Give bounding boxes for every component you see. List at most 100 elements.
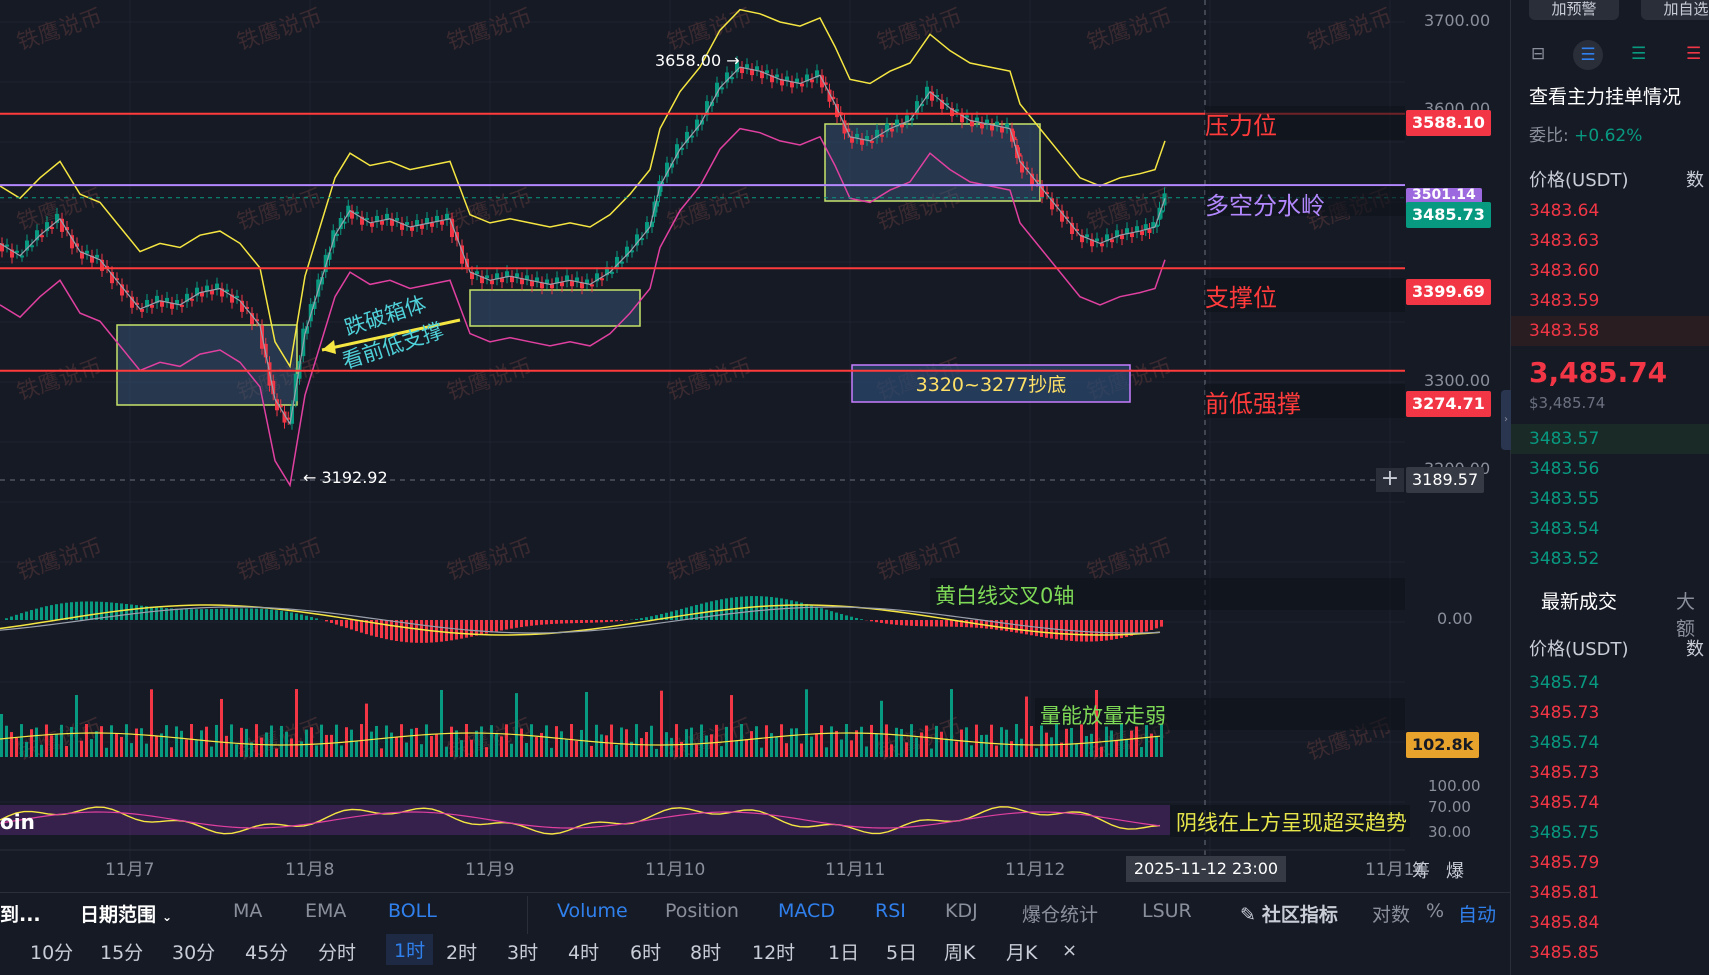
trade-row: 3485.73 xyxy=(1529,703,1600,723)
indicator-position[interactable]: Position xyxy=(665,900,739,922)
log-scale-toggle[interactable]: 对数 xyxy=(1372,904,1411,926)
x-tick-label: 11月10 xyxy=(645,860,705,880)
candle-body xyxy=(880,134,884,137)
bid-row[interactable]: 3483.57 xyxy=(1511,424,1709,454)
timeframe-2[interactable]: 30分 xyxy=(172,942,216,964)
macd-histogram-bar xyxy=(285,611,288,620)
volume-bar xyxy=(730,695,733,757)
timeframe-11[interactable]: 12时 xyxy=(752,942,796,964)
orderbook-both-icon[interactable]: ⊟ xyxy=(1531,44,1546,64)
timeframe-14[interactable]: 周K xyxy=(944,942,976,964)
macd-histogram-bar xyxy=(340,620,343,627)
left-fragment-label[interactable]: 到... xyxy=(0,904,41,926)
timeframe-13[interactable]: 5日 xyxy=(886,942,918,964)
indicator-rsi[interactable]: RSI xyxy=(875,900,906,922)
big-trades-tab[interactable]: 大额 xyxy=(1676,591,1696,640)
candle-body xyxy=(755,66,759,71)
macd-histogram-bar xyxy=(680,608,683,620)
volume-bar xyxy=(850,740,853,757)
timeframe-3[interactable]: 45分 xyxy=(245,942,289,964)
rsi-line xyxy=(0,806,1161,835)
timeframe-9[interactable]: 6时 xyxy=(630,942,662,964)
volume-bar xyxy=(505,724,508,757)
ask-row[interactable]: 3483.58 xyxy=(1511,316,1709,346)
ask-row[interactable]: 3483.59 xyxy=(1529,291,1600,311)
timeframe-12[interactable]: 1日 xyxy=(828,942,860,964)
orderbook-asks-icon[interactable]: ☰ xyxy=(1686,44,1702,64)
timeframe-6[interactable]: 2时 xyxy=(446,942,478,964)
bid-row[interactable]: 3483.54 xyxy=(1529,519,1600,539)
macd-histogram-bar xyxy=(260,608,263,620)
macd-histogram-bar xyxy=(325,620,328,622)
close-timeframe-icon[interactable]: × xyxy=(1062,940,1078,961)
timeframe-10[interactable]: 8时 xyxy=(690,942,722,964)
timeframe-7[interactable]: 3时 xyxy=(507,942,539,964)
orderbook-active-icon[interactable]: ☰ xyxy=(1573,40,1603,70)
timeframe-5[interactable]: 1时 xyxy=(386,934,434,965)
macd-histogram-bar xyxy=(805,603,808,620)
overlay-ema[interactable]: EMA xyxy=(305,900,347,922)
percent-scale-toggle[interactable]: % xyxy=(1426,900,1445,922)
macd-histogram-bar xyxy=(305,615,308,620)
rsi-tick-label: 30.00 xyxy=(1428,823,1471,841)
candle-body xyxy=(650,221,654,227)
community-indicators-button[interactable]: ✎ 社区指标 xyxy=(1240,904,1338,926)
orderbook-bids-icon[interactable]: ☰ xyxy=(1631,44,1647,64)
axis-liquidation-label[interactable]: 爆 xyxy=(1446,861,1464,882)
date-range-button[interactable]: 日期范围 ⌄ xyxy=(80,904,173,926)
overlay-ma[interactable]: MA xyxy=(233,900,263,922)
overlay-boll[interactable]: BOLL xyxy=(388,900,437,922)
bid-row[interactable]: 3483.56 xyxy=(1529,459,1600,479)
chart-area[interactable]: 铁鹰说币 铁鹰说币 铁鹰说币 铁鹰说币 铁鹰说币 铁鹰说币 铁鹰说币 铁鹰说币 铁鹰说币 铁鹰说币… xyxy=(0,0,1510,975)
candle-body xyxy=(485,275,489,279)
ask-row[interactable]: 3483.64 xyxy=(1529,201,1600,221)
timeframe-4[interactable]: 分时 xyxy=(318,942,357,964)
candle-body xyxy=(25,240,29,251)
volume-bar xyxy=(500,736,503,757)
timeframe-1[interactable]: 15分 xyxy=(100,942,144,964)
x-tick-label: 11月11 xyxy=(825,860,885,880)
trades-tab[interactable]: 最新成交 xyxy=(1541,591,1618,613)
volume-bar xyxy=(835,730,838,757)
volume-bar xyxy=(680,742,683,757)
macd-histogram-bar xyxy=(195,609,198,620)
axis-chip-label[interactable]: 筹 xyxy=(1412,861,1430,882)
indicator-liquidation[interactable]: 爆仓统计 xyxy=(1022,904,1099,926)
indicator-kdj[interactable]: KDJ xyxy=(945,900,978,922)
macd-histogram-bar xyxy=(280,610,283,620)
ask-row[interactable]: 3483.60 xyxy=(1529,261,1600,281)
macd-histogram-bar xyxy=(385,620,388,640)
volume-bar xyxy=(840,739,843,757)
bid-row[interactable]: 3483.55 xyxy=(1529,489,1600,509)
candle-body xyxy=(1155,224,1159,227)
add-watchlist-button[interactable]: 加自选 xyxy=(1641,0,1709,20)
macd-histogram-bar xyxy=(710,601,713,620)
timeframe-8[interactable]: 4时 xyxy=(568,942,600,964)
bid-row[interactable]: 3483.52 xyxy=(1529,549,1600,569)
candle-body xyxy=(400,222,404,230)
timeframe-0[interactable]: 10分 xyxy=(30,942,74,964)
indicator-lsur[interactable]: LSUR xyxy=(1142,900,1192,922)
macd-histogram-bar xyxy=(350,620,353,630)
candle-body xyxy=(985,119,989,124)
volume-bar xyxy=(295,689,298,757)
timeframe-15[interactable]: 月K xyxy=(1006,942,1038,964)
panel-collapse-handle[interactable]: › xyxy=(1501,390,1511,450)
right-panel: 加预警 加自选 ⊟ ☰ ☰ ☰ 查看主力挂单情况 委比: +0.62% 价格(U… xyxy=(1501,0,1709,975)
candle-body xyxy=(525,275,529,280)
volume-bar xyxy=(990,724,993,757)
macd-histogram-bar xyxy=(20,613,23,620)
macd-histogram-bar xyxy=(635,618,638,620)
candle-body xyxy=(425,217,429,224)
indicator-macd[interactable]: MACD xyxy=(778,900,835,922)
candle-body xyxy=(470,272,474,280)
candle-body xyxy=(730,77,734,80)
indicator-volume[interactable]: Volume xyxy=(557,900,628,922)
candle-body xyxy=(20,255,24,258)
crosshair-plus-icon[interactable]: + xyxy=(1376,468,1404,492)
ask-row[interactable]: 3483.63 xyxy=(1529,231,1600,251)
auto-scale-toggle[interactable]: 自动 xyxy=(1458,904,1497,926)
add-alert-button[interactable]: 加预警 xyxy=(1529,0,1619,20)
orderbook-title[interactable]: 查看主力挂单情况 xyxy=(1529,86,1682,108)
